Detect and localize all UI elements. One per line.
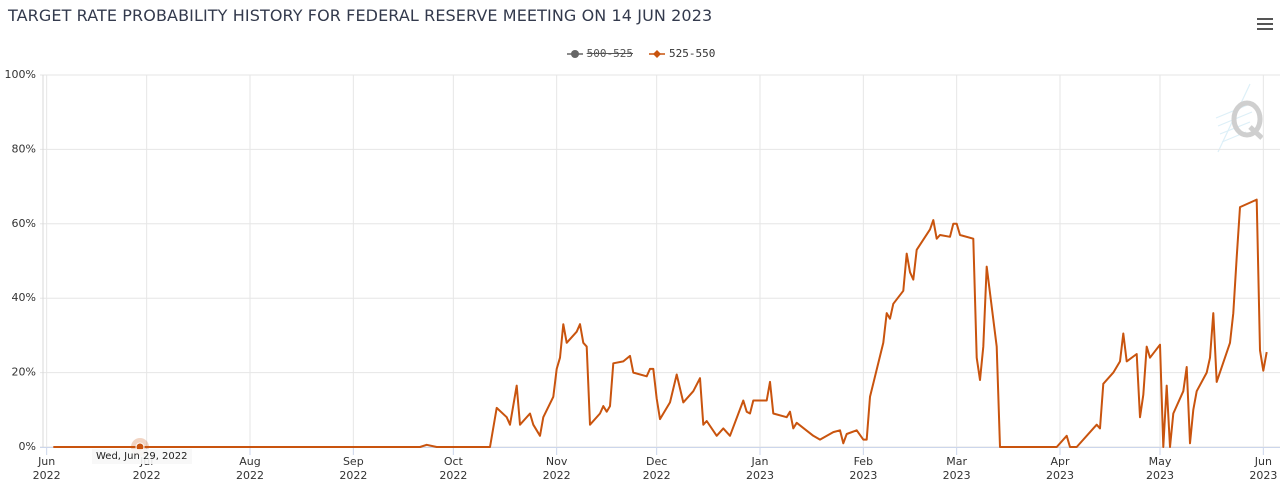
x-tick-label: Jun 2022 <box>32 455 61 482</box>
y-tick-label: 40% <box>12 291 36 304</box>
x-tick-label: Mar 2023 <box>942 455 971 482</box>
x-tick-label: Dec 2022 <box>642 455 671 482</box>
x-tick-label: Nov 2022 <box>542 455 571 482</box>
x-tick-label: Feb 2023 <box>849 455 878 482</box>
legend-item[interactable]: 525-550 <box>649 47 715 60</box>
line-series <box>53 198 1268 448</box>
y-tick-label: 60% <box>12 217 36 230</box>
x-tick-label: Jan 2023 <box>746 455 774 482</box>
legend-symbol <box>649 49 665 58</box>
x-tick-label: Oct 2022 <box>439 455 468 482</box>
y-tick-label: 0% <box>19 440 36 453</box>
menu-button[interactable] <box>1257 18 1273 33</box>
legend-label: 500-525 <box>586 47 633 60</box>
y-tick-label: 20% <box>12 366 36 379</box>
watermark <box>1215 83 1264 153</box>
y-tick-label: 100% <box>5 68 36 81</box>
chart-title: TARGET RATE PROBABILITY HISTORY FOR FEDE… <box>8 6 713 25</box>
legend: 500-525 525-550 <box>0 47 1282 62</box>
tooltip: Wed, Jun 29, 2022 <box>92 449 192 464</box>
x-tick-label: May 2023 <box>1146 455 1174 482</box>
x-tick-label: Sep 2022 <box>339 455 368 482</box>
legend-item[interactable]: 500-525 <box>566 47 633 60</box>
legend-symbol <box>566 49 583 58</box>
x-tick-label: Apr 2023 <box>1046 455 1074 482</box>
x-tick-label: Jun 2023 <box>1249 455 1278 482</box>
legend-label: 525-550 <box>669 47 716 60</box>
x-tick-label: Aug 2022 <box>236 455 264 482</box>
y-tick-label: 80% <box>12 142 36 155</box>
